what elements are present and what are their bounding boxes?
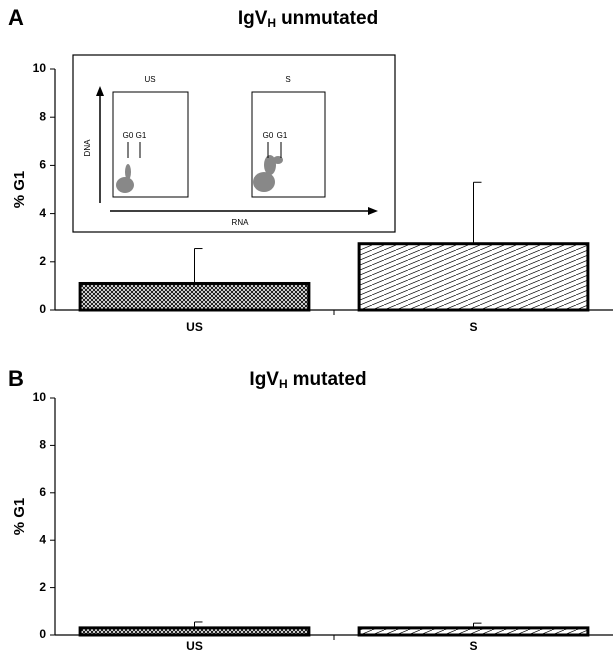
- y-axis-label: % G1: [11, 498, 28, 536]
- bar: [359, 628, 588, 635]
- gate-label: G0: [123, 131, 134, 140]
- y-tick-label: 4: [39, 532, 46, 546]
- title-main: IgV: [249, 369, 279, 390]
- y-tick-label: 4: [39, 206, 46, 220]
- y-tick-label: 6: [39, 158, 46, 172]
- title-suffix: unmutated: [281, 8, 378, 29]
- title-subscript: H: [267, 16, 276, 30]
- gate-label: G1: [277, 131, 288, 140]
- title-subscript: H: [279, 377, 288, 391]
- y-tick-label: 8: [39, 438, 46, 452]
- inset-panel-label: S: [285, 75, 290, 84]
- y-tick-label: 10: [33, 390, 47, 404]
- y-tick-label: 0: [39, 627, 46, 641]
- panel-label: A: [8, 5, 24, 30]
- y-tick-label: 10: [33, 61, 47, 75]
- gate-label: G1: [136, 131, 147, 140]
- inset-x-label: RNA: [232, 218, 250, 227]
- title-main: IgV: [238, 8, 268, 29]
- x-tick-label: S: [469, 639, 477, 653]
- y-tick-label: 0: [39, 302, 46, 316]
- x-tick-label: US: [186, 639, 203, 653]
- y-axis-label: % G1: [11, 171, 28, 209]
- inset: US S DNA RNA G0 G1 G0 G1: [73, 55, 395, 232]
- panel-label: B: [8, 366, 24, 391]
- title-suffix: mutated: [293, 369, 367, 390]
- y-tick-label: 6: [39, 485, 46, 499]
- gate-label: G0: [263, 131, 274, 140]
- bar: [80, 628, 309, 635]
- figure: AIgVHunmutated% G10246810USSBIgVHmutated…: [0, 0, 613, 654]
- bar: [80, 283, 309, 310]
- bar: [359, 244, 588, 310]
- y-tick-label: 2: [39, 254, 46, 268]
- inset-y-label: DNA: [83, 139, 92, 157]
- y-tick-label: 8: [39, 109, 46, 123]
- x-tick-label: US: [186, 320, 203, 334]
- y-tick-label: 2: [39, 580, 46, 594]
- inset-panel-label: US: [144, 75, 155, 84]
- x-tick-label: S: [469, 320, 477, 334]
